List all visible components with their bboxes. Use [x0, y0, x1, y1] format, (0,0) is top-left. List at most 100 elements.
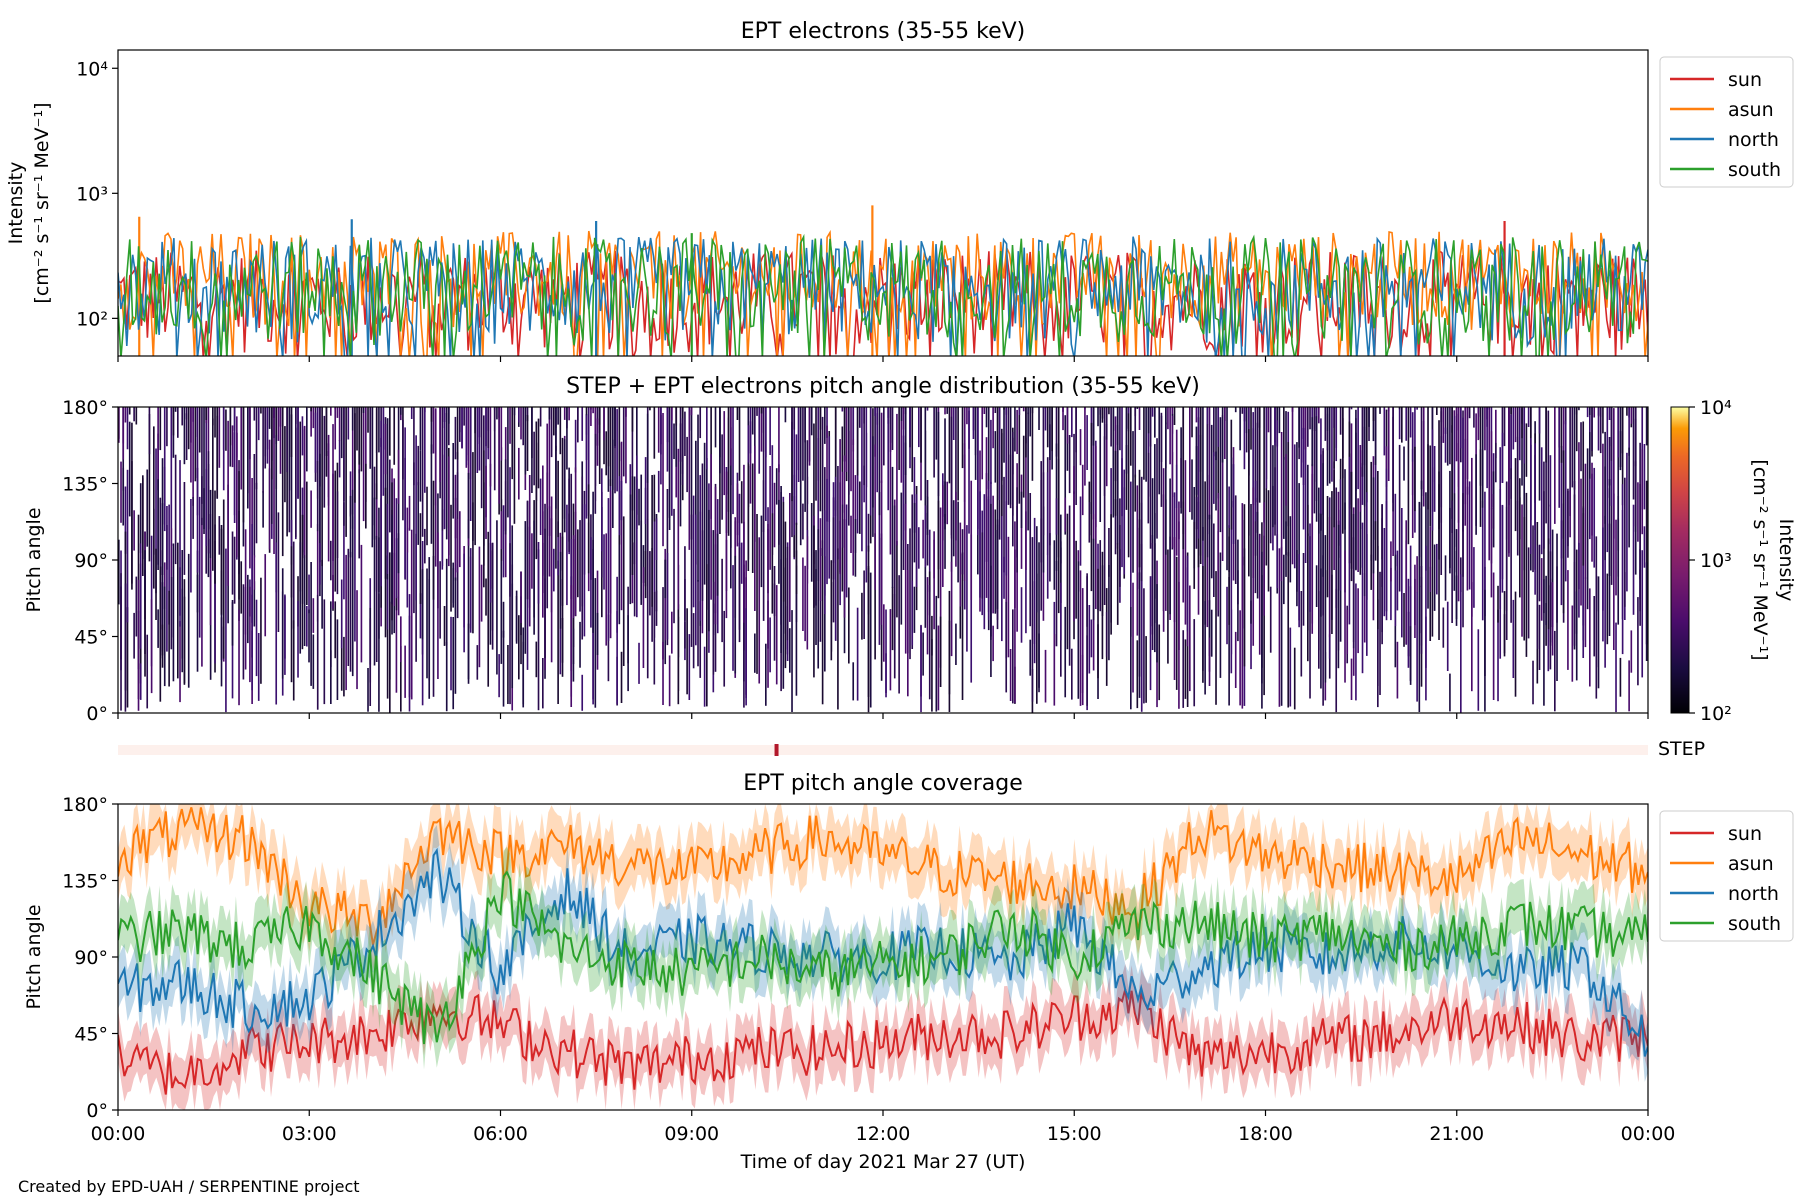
pad-column — [1617, 518, 1620, 625]
pad-column — [955, 407, 957, 541]
pad-column — [970, 480, 973, 600]
pad-column — [1418, 501, 1421, 634]
pad-column — [1543, 491, 1545, 614]
pad-column — [1119, 525, 1121, 571]
pad-column — [163, 562, 166, 610]
y-tick-label: 10² — [76, 308, 108, 330]
pad-column — [520, 571, 522, 624]
pad-column — [124, 486, 127, 554]
pad-column — [1239, 407, 1241, 451]
pad-column — [480, 407, 483, 509]
pad-column — [668, 655, 671, 707]
pad-column — [1191, 459, 1193, 520]
pad-column — [1379, 571, 1381, 695]
pad-column — [773, 583, 776, 661]
pad-column — [281, 568, 284, 679]
pad-column — [1560, 446, 1563, 606]
pad-column — [264, 407, 267, 457]
pad-column — [1208, 407, 1211, 520]
pad-column — [1440, 407, 1443, 523]
pad-column — [1062, 407, 1064, 431]
pad-column — [1613, 493, 1615, 650]
pad-column — [918, 527, 920, 569]
panel3-plot-area — [118, 804, 1648, 1110]
pad-column — [1256, 512, 1259, 599]
pad-column — [970, 534, 973, 683]
pad-column — [1527, 407, 1530, 427]
pad-column — [1285, 521, 1287, 577]
pad-column — [583, 504, 586, 637]
y-tick-label: 180° — [62, 794, 108, 816]
pad-column — [1641, 550, 1644, 678]
pad-column — [349, 471, 352, 517]
pad-column — [1252, 487, 1255, 646]
pad-column — [1549, 455, 1552, 621]
pad-column — [192, 407, 194, 506]
pad-column — [1449, 507, 1451, 574]
pad-column — [856, 458, 859, 534]
pad-column — [817, 407, 820, 481]
pad-column — [839, 439, 841, 575]
pad-column — [207, 451, 210, 554]
pad-column — [1645, 562, 1648, 661]
pad-column — [673, 423, 675, 459]
pad-column — [629, 494, 632, 605]
pad-column — [985, 407, 988, 428]
pad-column — [834, 476, 837, 641]
pad-column — [1265, 407, 1268, 489]
pad-column — [1099, 540, 1102, 612]
pad-column — [675, 407, 678, 426]
pad-column — [824, 407, 826, 444]
pad-column — [1366, 492, 1368, 656]
pad-column — [1626, 407, 1628, 416]
pad-column — [990, 419, 992, 484]
pad-column — [1453, 415, 1456, 547]
pad-column — [1285, 454, 1287, 506]
pad-column — [518, 407, 520, 423]
pad-column — [738, 547, 741, 643]
pad-column — [703, 646, 706, 707]
pad-column — [1409, 407, 1412, 438]
pad-column — [292, 541, 295, 629]
pad-column — [1276, 420, 1279, 589]
pad-column — [1619, 657, 1622, 697]
pad-column — [1042, 407, 1045, 409]
legend-label-sun: sun — [1728, 823, 1762, 845]
pad-column — [1287, 442, 1290, 557]
pad-column — [327, 434, 330, 562]
pad-column — [701, 463, 704, 601]
pad-column — [349, 551, 352, 672]
pad-column — [308, 609, 310, 663]
pad-column — [1645, 407, 1648, 446]
pad-column — [1545, 407, 1547, 524]
pad-column — [1501, 432, 1504, 483]
pad-column — [609, 407, 612, 487]
pad-column — [439, 561, 441, 639]
pad-column — [1442, 607, 1445, 648]
pad-column — [653, 592, 656, 685]
pad-column — [1075, 540, 1077, 619]
pad-column — [721, 558, 723, 643]
pad-column — [1573, 407, 1576, 490]
pad-column — [168, 504, 170, 625]
pad-column — [1073, 466, 1075, 622]
pad-column — [946, 407, 949, 414]
pad-column — [1234, 631, 1237, 688]
pad-column — [347, 548, 350, 666]
pad-column — [1071, 407, 1073, 438]
pad-column — [1307, 504, 1309, 631]
pad-column — [695, 514, 697, 646]
pad-column — [677, 448, 680, 610]
pad-column — [1457, 443, 1460, 602]
pad-column — [716, 533, 719, 596]
pad-column — [791, 407, 793, 452]
pad-column — [557, 521, 559, 576]
pad-column — [1088, 502, 1091, 543]
pad-column — [1165, 499, 1167, 611]
pad-column — [933, 539, 935, 630]
pad-column — [1425, 545, 1427, 668]
pad-column — [719, 407, 721, 474]
colorbar-tick-label: 10³ — [1700, 550, 1732, 572]
pad-column — [867, 568, 870, 615]
